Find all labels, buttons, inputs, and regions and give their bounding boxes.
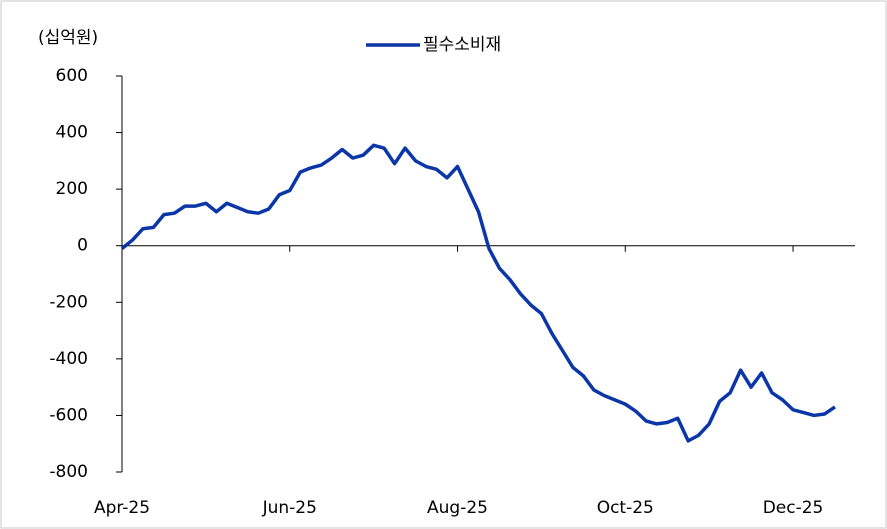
- y-tick-label: -600: [49, 405, 88, 425]
- y-tick-label: -400: [49, 349, 88, 369]
- x-tick-label: Apr-25: [94, 498, 150, 518]
- y-tick-label: 200: [56, 179, 88, 199]
- y-tick-label: 0: [77, 236, 88, 256]
- x-tick-label: Jun-25: [262, 498, 317, 518]
- y-axis-label: (십억원): [38, 28, 98, 48]
- y-tick-label: -800: [49, 462, 88, 482]
- data-line: [120, 143, 836, 443]
- x-tick-label: Oct-25: [597, 498, 654, 518]
- y-tick-label: -200: [49, 292, 88, 312]
- legend-label: 필수소비재: [423, 35, 501, 55]
- y-tick-label: 600: [56, 66, 88, 86]
- x-tick-label: Aug-25: [427, 498, 488, 518]
- y-tick-label: 400: [56, 123, 88, 143]
- x-tick-label: Dec-25: [763, 498, 824, 518]
